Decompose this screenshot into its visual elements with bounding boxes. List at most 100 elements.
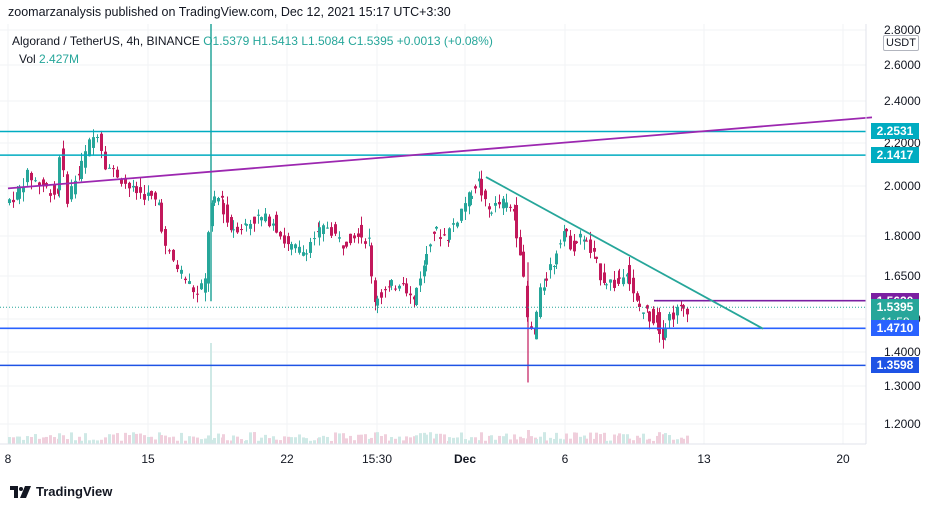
candle-body <box>488 206 491 210</box>
volume-bar <box>388 440 391 444</box>
candle-body <box>147 192 150 196</box>
volume-bar <box>360 434 363 444</box>
volume-bar <box>318 437 321 444</box>
candle-body <box>374 280 377 303</box>
volume-bar <box>96 440 99 444</box>
candle-body <box>423 265 426 277</box>
candle-body <box>545 278 548 281</box>
candle-body <box>618 277 621 279</box>
volume-bar <box>478 440 481 444</box>
candle-body <box>345 241 348 247</box>
volume-bar <box>575 432 578 444</box>
volume-bar <box>484 440 487 444</box>
candle-body <box>509 206 512 208</box>
candle-body <box>595 256 598 259</box>
candle-body <box>468 192 471 207</box>
volume-bar <box>139 433 142 444</box>
volume-bar <box>272 436 275 444</box>
candle-body <box>405 283 408 294</box>
volume-bar <box>376 432 379 444</box>
candle-body <box>585 240 588 242</box>
candle-body <box>172 249 175 261</box>
horizontal-levels[interactable] <box>0 130 866 367</box>
volume-bar <box>480 432 483 444</box>
candle-body <box>309 241 312 253</box>
volume-bar <box>470 437 473 444</box>
volume-bar <box>92 439 95 444</box>
volume-bar <box>535 439 538 444</box>
candle-body <box>158 202 161 206</box>
candle-body <box>409 293 412 296</box>
volume-bar <box>349 435 352 444</box>
candle-body <box>573 240 576 252</box>
volume-bar <box>8 437 11 444</box>
volume-bar <box>413 436 416 444</box>
volume-bar <box>662 434 665 444</box>
candle-body <box>104 151 107 170</box>
candle-body <box>253 216 256 224</box>
volume-bar <box>180 432 183 444</box>
candle-body <box>575 241 578 244</box>
volume-bar <box>192 436 195 444</box>
volume-bar <box>58 433 61 444</box>
tradingview-brand[interactable]: TradingView <box>10 484 112 499</box>
currency-unit[interactable]: USDT <box>883 35 919 51</box>
time-tick-label: 20 <box>836 452 850 466</box>
candle-body <box>249 223 252 229</box>
candle-body <box>494 203 497 206</box>
candle-body <box>419 278 422 286</box>
time-tick-label: 22 <box>280 452 294 466</box>
candle-body <box>213 196 216 203</box>
candle-body <box>221 195 224 198</box>
candle-body <box>26 169 29 183</box>
volume-bar <box>642 433 645 444</box>
candle-body <box>676 306 679 316</box>
candle-body <box>42 179 45 187</box>
candle-body <box>283 235 286 244</box>
candle-body <box>579 233 582 238</box>
candle-body <box>305 253 308 255</box>
price-tick-label: 1.6500 <box>884 269 921 283</box>
candle-body <box>505 202 508 208</box>
candle-body <box>470 195 473 200</box>
volume-bar <box>435 433 438 444</box>
candle-body <box>439 237 442 239</box>
volume-bar <box>648 438 651 444</box>
candle-body <box>672 312 675 320</box>
candle-body <box>92 137 95 148</box>
volume-bar <box>464 439 467 444</box>
candle-body <box>474 186 477 189</box>
price-tick-label: 2.2000 <box>884 136 921 150</box>
volume-bar <box>275 439 278 444</box>
trendlines[interactable] <box>7 116 873 330</box>
candle-body <box>66 174 69 204</box>
price-tick-label: 2.0000 <box>884 179 921 193</box>
volume-bar <box>210 343 212 444</box>
volume-bar <box>330 440 333 444</box>
volume-bar <box>672 439 675 444</box>
volume-bar <box>646 439 649 444</box>
candle-body <box>322 225 325 235</box>
tradingview-logo-icon <box>10 485 31 498</box>
candle-body <box>530 326 533 328</box>
volume-bar <box>132 432 135 444</box>
candle-body <box>680 304 683 307</box>
volume-bar <box>618 433 621 444</box>
volume-bar <box>200 439 203 444</box>
volume-bar <box>519 436 522 444</box>
candle-body <box>513 208 516 212</box>
candle-body <box>294 244 297 249</box>
candle-body <box>108 167 111 169</box>
volume-bar <box>636 435 639 444</box>
volume-bar <box>34 434 37 444</box>
candle-body <box>230 217 233 231</box>
candle-body <box>211 202 214 227</box>
volume-bar <box>589 432 592 444</box>
candle-body <box>390 280 393 286</box>
candle-body <box>484 190 487 200</box>
candle-body <box>207 232 210 284</box>
volume-bar <box>488 435 491 444</box>
volume-bar <box>112 434 115 444</box>
volume-bar <box>543 432 546 444</box>
